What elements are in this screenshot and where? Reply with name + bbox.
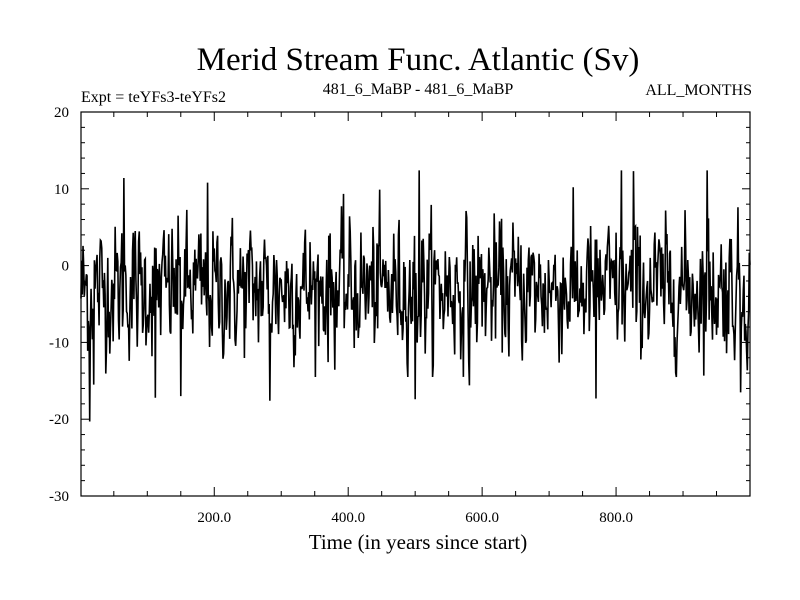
subtitle-period: 481_6_MaBP - 481_6_MaBP (323, 81, 514, 98)
y-tick-label: -10 (49, 335, 69, 351)
chart-title: Merid Stream Func. Atlantic (Sv) (197, 42, 640, 78)
y-tick-label: 10 (54, 182, 69, 198)
subtitle-months: ALL_MONTHS (645, 82, 752, 99)
y-tick-label: -30 (49, 489, 69, 505)
y-tick-label: 0 (62, 259, 70, 275)
x-tick-label: 400.0 (331, 510, 365, 526)
axis-tick-labels: 20 10 0 -10 -20 -30 200.0 400.0 600.0 800.0 (49, 105, 633, 526)
subtitle-experiment: Expt = teYFs3-teYFs2 (81, 89, 226, 106)
plot-frame (80, 111, 751, 497)
series-line (80, 170, 751, 422)
y-tick-label: 20 (54, 105, 69, 121)
x-tick-label: 600.0 (465, 510, 499, 526)
x-tick-label: 800.0 (599, 510, 633, 526)
x-tick-label: 200.0 (197, 510, 231, 526)
x-axis-label: Time (in years since start) (309, 530, 528, 554)
y-tick-label: -20 (49, 412, 69, 428)
